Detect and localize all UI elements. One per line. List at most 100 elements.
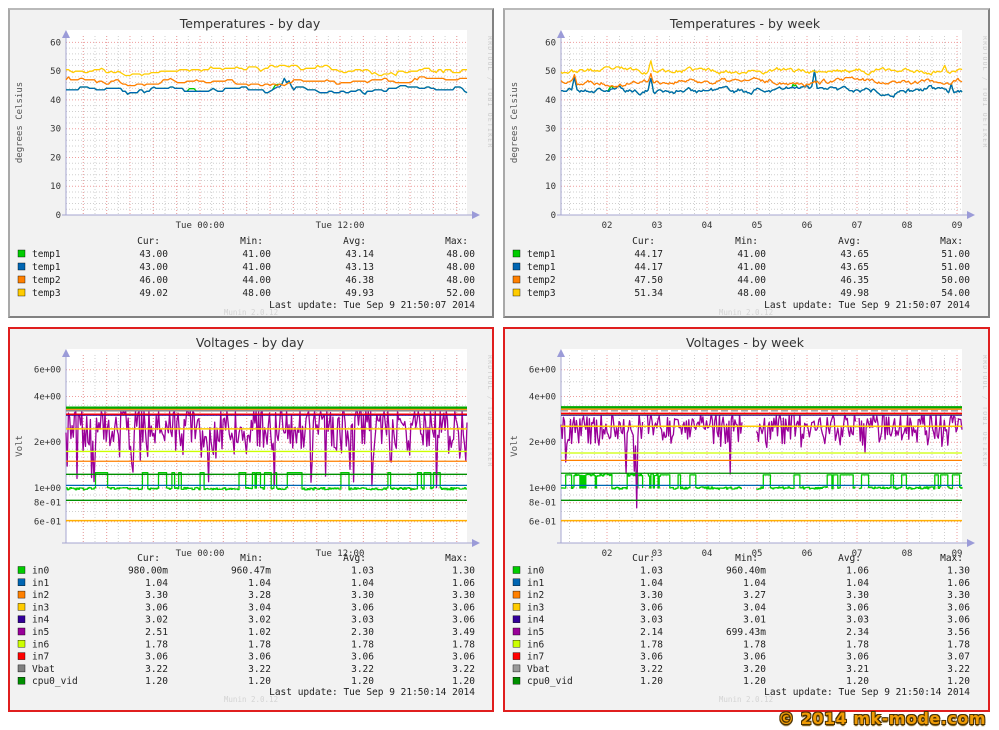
legend-min-value: 1.20 xyxy=(743,676,766,687)
x-axis-arrow-icon xyxy=(472,539,480,547)
legend-swatch xyxy=(17,262,26,271)
legend-header: Avg: xyxy=(838,553,861,564)
legend-cur-value: 1.20 xyxy=(145,676,168,687)
legend-min-value: 3.22 xyxy=(248,664,271,675)
legend-cur-value: 1.78 xyxy=(640,639,663,650)
y-tick-label: 20 xyxy=(545,153,556,163)
legend-cur-value: 3.06 xyxy=(640,652,663,663)
y-axis-arrow-icon xyxy=(557,30,565,38)
legend-max-value: 1.78 xyxy=(947,639,970,650)
x-tick-label: 08 xyxy=(902,221,913,231)
legend-max-value: 1.30 xyxy=(947,566,970,577)
legend-avg-value: 43.14 xyxy=(345,249,374,260)
legend-avg-value: 1.20 xyxy=(846,676,869,687)
legend-header: Min: xyxy=(735,236,758,247)
legend-min-value: 1.04 xyxy=(743,578,766,589)
legend-avg-value: 3.06 xyxy=(351,652,374,663)
chart-title: Temperatures - by week xyxy=(669,16,821,31)
legend-series-label: temp1 xyxy=(32,262,61,273)
legend-series-label: in5 xyxy=(32,627,49,638)
legend-header: Cur: xyxy=(632,236,655,247)
graph-panel-voltages-week[interactable]: Voltages - by week Volt 6e+00 4e+00 2e+00 1e+… xyxy=(503,327,990,712)
legend-min-value: 960.47m xyxy=(231,566,271,577)
legend-avg-value: 1.78 xyxy=(351,639,374,650)
legend-max-value: 3.06 xyxy=(452,615,475,626)
legend-avg-value: 3.22 xyxy=(351,664,374,675)
legend-swatch xyxy=(17,603,26,611)
copyright-watermark[interactable]: © 2014 mk-mode.com xyxy=(778,709,986,728)
legend-series-label: in0 xyxy=(32,566,49,577)
legend-cur-value: 3.22 xyxy=(145,664,168,675)
legend-min-value: 3.02 xyxy=(248,615,271,626)
legend-avg-value: 3.06 xyxy=(846,652,869,663)
y-tick-label: 40 xyxy=(50,96,61,106)
legend-max-value: 51.00 xyxy=(941,249,970,260)
x-tick-label: 02 xyxy=(602,549,613,559)
y-tick-label: 0 xyxy=(551,211,556,221)
legend-max-value: 54.00 xyxy=(941,288,970,299)
x-tick-label: 07 xyxy=(852,549,863,559)
y-tick-label: 60 xyxy=(50,38,61,48)
legend-swatch xyxy=(17,640,26,648)
legend-avg-value: 43.65 xyxy=(840,249,869,260)
graph-panel-temperatures-week[interactable]: Temperatures - by week degrees Celsius 0 10… xyxy=(503,8,990,318)
y-axis-arrow-icon xyxy=(557,349,565,357)
legend-min-value: 41.00 xyxy=(242,249,271,260)
legend-series-label: temp1 xyxy=(32,249,61,260)
legend-max-value: 1.06 xyxy=(452,578,475,589)
legend-swatch xyxy=(17,288,26,297)
x-tick-label: Tue 12:00 xyxy=(316,549,365,559)
legend-max-value: 50.00 xyxy=(941,275,970,286)
legend-series-label: in1 xyxy=(32,578,49,589)
legend-header: Min: xyxy=(240,553,263,564)
legend-avg-value: 1.20 xyxy=(351,676,374,687)
legend-avg-value: 3.06 xyxy=(351,602,374,613)
legend-swatch xyxy=(512,677,521,685)
legend-series-label: in7 xyxy=(32,652,49,663)
legend-avg-value: 1.06 xyxy=(846,566,869,577)
legend-cur-value: 43.00 xyxy=(139,262,168,273)
legend-series-label: cpu0_vid xyxy=(32,676,78,687)
legend-swatch xyxy=(17,615,26,623)
y-tick-label: 1e+00 xyxy=(34,484,61,494)
x-tick-label: Tue 00:00 xyxy=(176,221,225,231)
legend-min-value: 3.04 xyxy=(248,602,271,613)
legend-min-value: 44.00 xyxy=(737,275,766,286)
legend-max-value: 1.20 xyxy=(452,676,475,687)
legend-max-value: 1.30 xyxy=(452,566,475,577)
legend-avg-value: 43.65 xyxy=(840,262,869,273)
y-tick-label: 6e+00 xyxy=(529,366,556,376)
y-axis-arrow-icon xyxy=(62,30,70,38)
y-axis-arrow-icon xyxy=(62,349,70,357)
x-tick-label: 03 xyxy=(652,549,663,559)
legend-min-value: 41.00 xyxy=(737,249,766,260)
legend-swatch xyxy=(17,566,26,574)
legend-series-label: in6 xyxy=(32,639,49,650)
legend-cur-value: 3.22 xyxy=(640,664,663,675)
legend-max-value: 3.06 xyxy=(947,615,970,626)
x-axis-arrow-icon xyxy=(472,211,480,219)
legend-max-value: 48.00 xyxy=(446,262,475,273)
legend-header: Avg: xyxy=(343,553,366,564)
legend-swatch xyxy=(512,578,521,587)
graph-panel-voltages-day[interactable]: Voltages - by day Volt 6e+00 4e+00 2e+00 1e+0… xyxy=(8,327,494,712)
x-tick-label: 03 xyxy=(652,221,663,231)
series-line-1 xyxy=(561,69,963,98)
chart-title: Voltages - by day xyxy=(196,335,305,350)
legend-avg-value: 49.98 xyxy=(840,288,869,299)
graph-panel-temperatures-day[interactable]: Temperatures - by day degrees Celsius 0 10 2… xyxy=(8,8,494,318)
legend-cur-value: 3.03 xyxy=(640,615,663,626)
legend-header: Min: xyxy=(735,553,758,564)
legend-swatch xyxy=(512,275,521,284)
y-tick-label: 2e+00 xyxy=(34,438,61,448)
legend-cur-value: 44.17 xyxy=(634,249,663,260)
y-tick-label: 60 xyxy=(545,38,556,48)
legend-cur-value: 3.02 xyxy=(145,615,168,626)
y-tick-label: 2e+00 xyxy=(529,438,556,448)
y-axis-label: Volt xyxy=(15,435,25,457)
legend-swatch xyxy=(17,652,26,660)
legend-swatch xyxy=(17,664,26,673)
legend-header: Avg: xyxy=(838,236,861,247)
legend-max-value: 1.06 xyxy=(947,578,970,589)
